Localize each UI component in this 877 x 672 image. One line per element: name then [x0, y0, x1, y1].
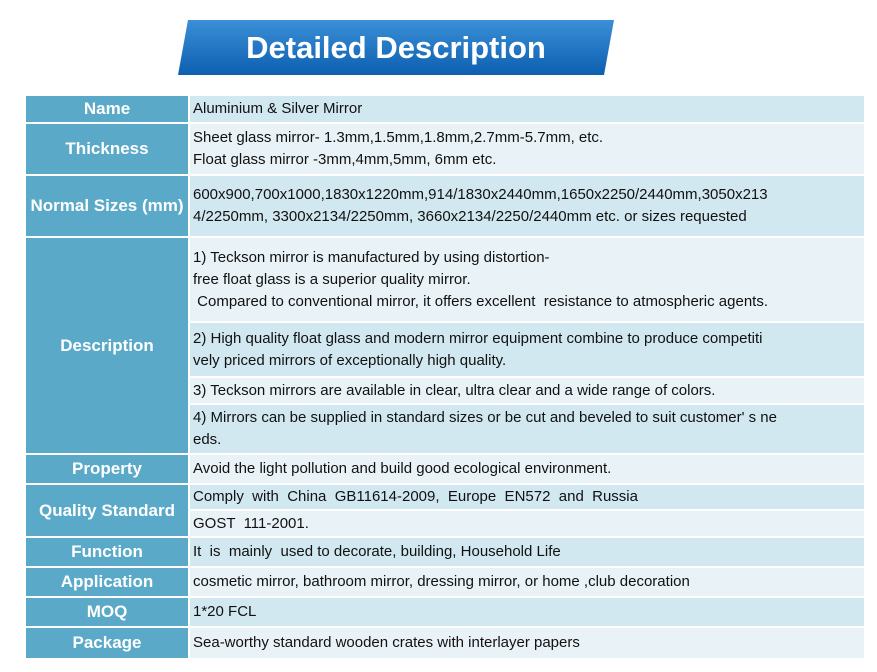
value-line: Comply with China GB11614-2009, Europe E…	[193, 488, 638, 505]
label-text: Package	[72, 633, 142, 652]
label-text: Application	[60, 572, 154, 591]
row-value: Sea-worthy standard wooden crates with i…	[190, 628, 864, 660]
value-line: Float glass mirror -3mm,4mm,5mm, 6mm etc…	[193, 151, 497, 168]
row-label: Function	[26, 538, 188, 568]
row-value: It is mainly used to decorate, building,…	[190, 538, 864, 568]
value-line: vely priced mirrors of exceptionally hig…	[193, 351, 507, 369]
row-value: cosmetic mirror, bathroom mirror, dressi…	[190, 568, 864, 598]
value-line: free float glass is a superior quality m…	[193, 270, 471, 288]
row-label: Package	[26, 628, 188, 660]
value-line: It is mainly used to decorate, building,…	[193, 543, 561, 560]
label-text: Function	[71, 542, 143, 561]
label-text: Name	[83, 99, 131, 118]
row-value: 4) Mirrors can be supplied in standard s…	[190, 405, 864, 455]
row-label: Thickness	[26, 124, 188, 176]
row-value: GOST 111-2001.	[190, 511, 864, 538]
value-line: eds.	[193, 431, 222, 448]
banner-shape	[178, 20, 614, 75]
value-line: GOST 111-2001.	[193, 514, 309, 532]
label-text: Description	[60, 335, 154, 355]
value-line: 3) Teckson mirrors are available in clea…	[193, 381, 716, 399]
label-text: Quality Standard	[38, 500, 176, 520]
row-label: Application	[26, 568, 188, 598]
row-value: Comply with China GB11614-2009, Europe E…	[190, 485, 864, 511]
row-value: Aluminium & Silver Mirror	[190, 96, 864, 124]
label-text: Normal Sizes (mm)	[30, 196, 184, 215]
row-value: 2) High quality float glass and modern m…	[190, 323, 864, 378]
row-value: 1*20 FCL	[190, 598, 864, 628]
spec-table: Name Aluminium & Silver Mirror Thickness Sh…	[26, 96, 864, 660]
row-label: Name	[26, 96, 188, 124]
value-line: 1*20 FCL	[193, 603, 257, 620]
label-text: MOQ	[86, 602, 128, 621]
value-line: cosmetic mirror, bathroom mirror, dressi…	[193, 573, 690, 590]
value-line: Aluminium & Silver Mirror	[193, 100, 363, 117]
value-line: Avoid the light pollution and build good…	[193, 460, 612, 477]
title: Detailed Description	[246, 30, 546, 65]
value-line: Compared to conventional mirror, it offe…	[193, 292, 769, 310]
label-text: Property	[72, 459, 142, 478]
value-line: 4) Mirrors can be supplied in standard s…	[193, 409, 777, 426]
row-label: Property	[26, 455, 188, 485]
row-label: Description	[26, 238, 188, 455]
row-value: Sheet glass mirror- 1.3mm,1.5mm,1.8mm,2.…	[190, 124, 864, 176]
value-line: 1) Teckson mirror is manufactured by usi…	[193, 248, 550, 266]
value-line: Sheet glass mirror- 1.3mm,1.5mm,1.8mm,2.…	[193, 129, 604, 146]
row-value: 3) Teckson mirrors are available in clea…	[190, 378, 864, 405]
row-label: MOQ	[26, 598, 188, 628]
row-label: Quality Standard	[26, 485, 188, 538]
row-value: Avoid the light pollution and build good…	[190, 455, 864, 485]
value-line: 2) High quality float glass and modern m…	[193, 329, 763, 347]
value-line: 4/2250mm, 3300x2134/2250mm, 3660x2134/22…	[193, 208, 747, 225]
banner: Detailed Description	[178, 20, 614, 75]
value-line: Sea-worthy standard wooden crates with i…	[193, 634, 580, 651]
value-line: 600x900,700x1000,1830x1220mm,914/1830x24…	[193, 186, 768, 203]
row-label: Normal Sizes (mm)	[26, 176, 188, 238]
row-value: 600x900,700x1000,1830x1220mm,914/1830x24…	[190, 176, 864, 238]
row-value: 1) Teckson mirror is manufactured by usi…	[190, 238, 864, 323]
label-text: Thickness	[65, 139, 149, 158]
